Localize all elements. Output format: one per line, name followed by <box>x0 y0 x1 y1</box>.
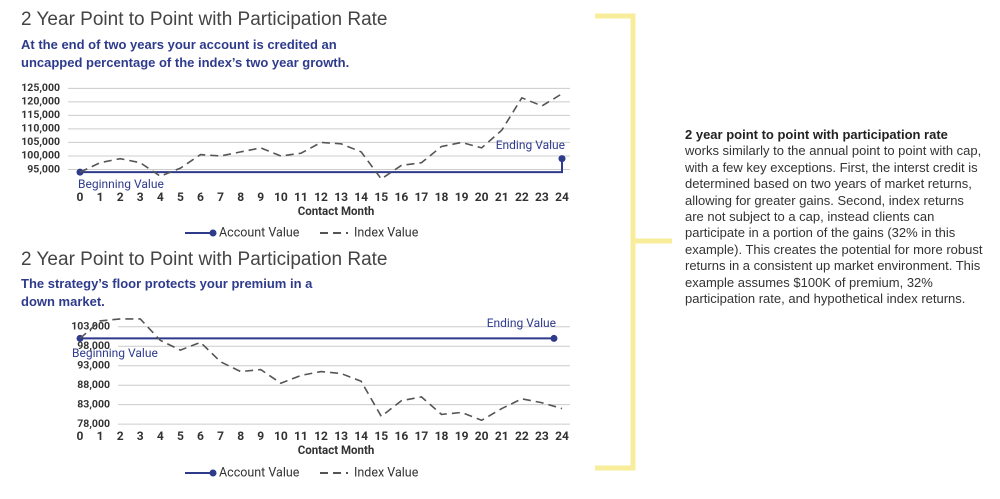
series-line <box>80 158 563 174</box>
legend-marker <box>209 469 217 477</box>
y-tick-label: 110,000 <box>21 122 60 135</box>
x-tick-label: 0 <box>77 190 84 204</box>
y-tick-label: 95,000 <box>27 162 60 175</box>
y-tick-label: 103,000 <box>71 320 110 333</box>
point-marker <box>558 155 566 163</box>
x-tick-label: 17 <box>415 429 429 443</box>
x-tick-label: 9 <box>257 429 264 443</box>
x-tick-label: 1 <box>97 429 104 443</box>
x-tick-label: 24 <box>555 190 569 204</box>
annotation: Ending Value <box>487 316 556 330</box>
x-tick-label: 16 <box>394 429 408 443</box>
x-tick-label: 20 <box>475 190 489 204</box>
x-tick-label: 10 <box>274 429 288 443</box>
x-tick-label: 8 <box>237 190 244 204</box>
x-tick-label: 0 <box>77 429 84 443</box>
x-tick-label: 10 <box>274 190 288 204</box>
x-tick-label: 8 <box>237 429 244 443</box>
annotation: Beginning Value <box>72 346 158 360</box>
y-tick-label: 105,000 <box>21 135 60 148</box>
x-tick-label: 9 <box>257 190 264 204</box>
x-axis-label: Contact Month <box>298 204 375 218</box>
x-axis-label: Contact Month <box>298 443 375 457</box>
y-tick-label: 93,000 <box>77 358 110 371</box>
legend-label: Index Value <box>354 465 419 480</box>
x-tick-label: 2 <box>117 190 124 204</box>
sidebar-body: works similarly to the annual point to p… <box>685 143 983 307</box>
x-tick-label: 17 <box>415 190 429 204</box>
x-tick-label: 12 <box>314 190 328 204</box>
y-tick-label: 83,000 <box>77 397 110 410</box>
legend-marker <box>209 229 217 237</box>
x-tick-label: 6 <box>197 190 204 204</box>
y-tick-label: 125,000 <box>21 81 60 94</box>
x-tick-label: 5 <box>177 190 184 204</box>
legend-label: Account Value <box>219 225 300 240</box>
x-tick-label: 4 <box>157 190 164 204</box>
x-tick-label: 22 <box>515 190 529 204</box>
x-tick-label: 13 <box>334 190 348 204</box>
x-tick-label: 6 <box>197 429 204 443</box>
y-tick-label: 98,000 <box>77 339 110 352</box>
x-tick-label: 21 <box>495 190 509 204</box>
y-tick-label: 78,000 <box>77 417 110 430</box>
sidebar: 2 year point to point with participation… <box>685 127 985 307</box>
chart-subtitle: The strategy’s floor protects your premi… <box>21 276 313 309</box>
x-tick-label: 18 <box>435 429 449 443</box>
y-tick-label: 115,000 <box>21 108 60 121</box>
x-tick-label: 11 <box>294 429 308 443</box>
x-tick-label: 13 <box>334 429 348 443</box>
sidebar-heading: 2 year point to point with participation… <box>685 127 948 142</box>
x-tick-label: 15 <box>374 429 388 443</box>
bracket <box>595 13 636 471</box>
point-marker <box>550 334 558 342</box>
x-tick-label: 19 <box>455 190 469 204</box>
x-tick-label: 3 <box>137 190 144 204</box>
annotation: Beginning Value <box>78 177 164 191</box>
x-tick-label: 16 <box>394 190 408 204</box>
x-tick-label: 24 <box>555 429 569 443</box>
x-tick-label: 12 <box>314 429 328 443</box>
chart-subtitle: At the end of two years your account is … <box>21 37 350 70</box>
x-tick-label: 3 <box>137 429 144 443</box>
chart-title: 2 Year Point to Point with Participation… <box>21 9 388 30</box>
x-tick-label: 7 <box>217 429 224 443</box>
x-tick-label: 14 <box>354 190 368 204</box>
y-tick-label: 88,000 <box>77 378 110 391</box>
legend-label: Account Value <box>219 465 300 480</box>
x-tick-label: 20 <box>475 429 489 443</box>
x-tick-label: 19 <box>455 429 469 443</box>
chart-title: 2 Year Point to Point with Participation… <box>21 249 388 270</box>
x-tick-label: 21 <box>495 429 509 443</box>
x-tick-label: 11 <box>294 190 308 204</box>
x-tick-label: 15 <box>374 190 388 204</box>
annotation: Ending Value <box>496 138 565 152</box>
x-tick-label: 1 <box>97 190 104 204</box>
x-tick-label: 14 <box>354 429 368 443</box>
x-tick-label: 18 <box>435 190 449 204</box>
series-line <box>79 93 563 181</box>
legend-label: Index Value <box>354 225 419 240</box>
y-tick-label: 120,000 <box>21 95 60 108</box>
x-tick-label: 22 <box>515 429 529 443</box>
series-line <box>79 318 563 422</box>
x-tick-label: 4 <box>157 429 164 443</box>
x-tick-label: 2 <box>117 429 124 443</box>
x-tick-label: 23 <box>535 190 549 204</box>
x-tick-label: 7 <box>217 190 224 204</box>
y-tick-label: 100,000 <box>21 149 60 162</box>
x-tick-label: 5 <box>177 429 184 443</box>
x-tick-label: 23 <box>535 429 549 443</box>
